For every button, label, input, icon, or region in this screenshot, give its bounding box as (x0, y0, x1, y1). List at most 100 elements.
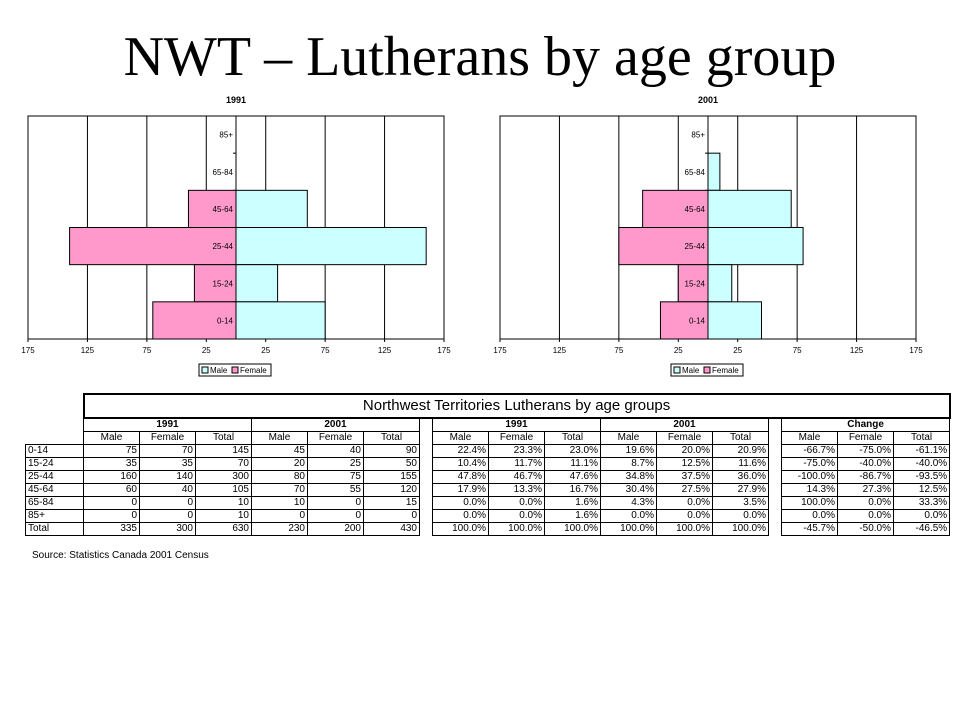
column-header: Female (488, 431, 545, 445)
percent-cell: 46.7% (488, 470, 545, 484)
bar-female-1991-0-14 (152, 301, 237, 340)
column-gap (425, 484, 433, 497)
column-gap (425, 418, 433, 432)
column-header: Female (139, 431, 196, 445)
percent-cell: 0.0% (432, 496, 489, 510)
column-gap (425, 432, 433, 445)
count-cell: 160 (83, 470, 140, 484)
column-header: Female (656, 431, 713, 445)
group-header: 1991 (83, 417, 252, 432)
x-tick-label: 125 (553, 346, 567, 355)
percent-cell: 100.0% (712, 522, 769, 536)
percent-cell: 10.4% (432, 457, 489, 471)
category-label: 65-84 (213, 168, 234, 177)
bar-male-1991-0-14 (235, 301, 326, 340)
count-cell: 10 (195, 496, 252, 510)
count-cell: 155 (363, 470, 420, 484)
percent-cell: 47.6% (544, 470, 601, 484)
bar-female-1991-25-44 (69, 227, 237, 266)
bar-male-2001-15-24 (707, 264, 733, 303)
count-cell: 80 (251, 470, 308, 484)
percent-cell: 0.0% (656, 509, 713, 523)
count-cell: 0 (83, 509, 140, 523)
count-cell: 70 (195, 457, 252, 471)
bar-male-1991-45-64 (235, 189, 308, 229)
change-cell: -86.7% (837, 470, 894, 484)
bar-male-2001-25-44 (707, 227, 804, 266)
corner-cell (26, 394, 84, 418)
count-cell: 105 (195, 483, 252, 497)
column-header: Female (307, 431, 364, 445)
category-label: 25-44 (685, 242, 706, 251)
change-cell: -66.7% (781, 444, 838, 458)
category-label: 15-24 (685, 279, 706, 288)
percent-cell: 0.0% (600, 509, 657, 523)
column-gap (425, 510, 433, 523)
percent-cell: 47.8% (432, 470, 489, 484)
percent-cell: 100.0% (656, 522, 713, 536)
x-tick-label: 175 (437, 346, 451, 355)
bar-male-2001-0-14 (707, 301, 762, 340)
table-row: 85+ 0 0 10 0 0 0 0.0% 0.0% 1.6% 0.0% 0.0% 0.0% 0.0% 0.… (25, 509, 951, 523)
percent-cell: 100.0% (600, 522, 657, 536)
table-row: 15-24 35 35 70 20 25 50 10.4% 11.7% 11.1% 8.7% 12.5… (25, 457, 951, 471)
category-label: 0-14 (217, 316, 234, 325)
x-tick-label: 75 (614, 346, 623, 355)
legend-label-female: Female (240, 366, 267, 375)
change-cell: -40.0% (892, 457, 951, 471)
percent-cell: 27.5% (656, 483, 713, 497)
change-cell: 12.5% (892, 483, 951, 497)
count-cell: 300 (139, 522, 196, 536)
legend-label-male: Male (210, 366, 228, 375)
count-cell: 90 (363, 444, 420, 458)
column-header: Total (712, 431, 769, 445)
percent-cell: 23.0% (544, 444, 601, 458)
count-cell: 70 (251, 483, 308, 497)
x-tick-label: 25 (261, 346, 270, 355)
count-cell: 60 (83, 483, 140, 497)
x-tick-label: 75 (793, 346, 802, 355)
percent-cell: 0.0% (712, 509, 769, 523)
row-label: 65-84 (25, 496, 84, 510)
data-table: Northwest Territories Lutherans by age g… (25, 393, 951, 536)
legend-swatch-female (703, 366, 711, 374)
count-cell: 50 (363, 457, 420, 471)
pyramid-chart-1991: 1991 85+ 65-84 45-64 25-44 15-24 0-14 175 125 75 2… (21, 95, 451, 377)
count-cell: 20 (251, 457, 308, 471)
count-cell: 0 (139, 496, 196, 510)
column-header: Total (195, 431, 252, 445)
change-cell: -75.0% (781, 457, 838, 471)
table-row: 25-44 160 140 300 80 75 155 47.8% 46.7% 47.6% 34.8… (25, 470, 951, 484)
column-gap (774, 445, 782, 458)
x-tick-label: 175 (909, 346, 923, 355)
x-tick-label: 175 (493, 346, 507, 355)
count-cell: 140 (139, 470, 196, 484)
count-cell: 0 (363, 509, 420, 523)
table-title: Northwest Territories Lutherans by age g… (82, 393, 951, 419)
category-label: 45-64 (213, 205, 234, 214)
x-tick-label: 25 (674, 346, 683, 355)
x-tick-label: 75 (321, 346, 330, 355)
change-cell: -61.1% (892, 444, 951, 458)
category-label: 25-44 (213, 242, 234, 251)
table-row: 0-14 75 70 145 45 40 90 22.4% 23.3% 23.0% 19.6% 20.… (25, 444, 951, 458)
change-cell: -50.0% (837, 522, 894, 536)
column-gap (425, 471, 433, 484)
corner-cell (26, 432, 84, 445)
count-cell: 430 (363, 522, 420, 536)
row-label: 25-44 (25, 470, 84, 484)
legend-swatch-female (231, 366, 239, 374)
change-cell: 27.3% (837, 483, 894, 497)
table-row: 65-84 0 0 10 10 0 15 0.0% 0.0% 1.6% 4.3% 0.0% 3.5% 10… (25, 496, 951, 510)
percent-cell: 8.7% (600, 457, 657, 471)
percent-cell: 16.7% (544, 483, 601, 497)
percent-cell: 1.6% (544, 496, 601, 510)
percent-cell: 27.9% (712, 483, 769, 497)
column-gap (425, 445, 433, 458)
column-header: Male (432, 431, 489, 445)
percent-cell: 34.8% (600, 470, 657, 484)
corner-cell (26, 418, 84, 432)
percent-cell: 22.4% (432, 444, 489, 458)
row-label: 85+ (25, 509, 84, 523)
x-tick-label: 125 (378, 346, 392, 355)
